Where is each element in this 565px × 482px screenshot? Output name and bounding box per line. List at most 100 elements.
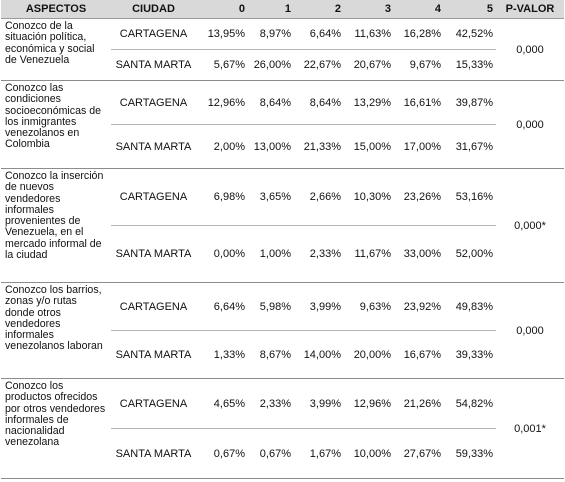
value-cell: 12,96% [344, 378, 394, 429]
value-cell: 3,99% [294, 378, 344, 429]
value-cell: 21,33% [294, 124, 344, 169]
value-cell: 5,67% [196, 49, 248, 81]
pvalue-cell: 0,000 [496, 282, 564, 379]
value-cell: 0,67% [196, 428, 248, 479]
header-0: 0 [196, 0, 248, 19]
table-row: SANTA MARTA 0,67% 0,67% 1,67% 10,00% 27,… [1, 428, 564, 479]
value-cell: 0,00% [196, 225, 248, 283]
value-cell: 8,64% [248, 80, 294, 125]
value-cell: 33,00% [394, 225, 444, 283]
city-cell: SANTA MARTA [111, 428, 196, 479]
pvalue-cell: 0,000* [496, 168, 564, 283]
value-cell: 16,67% [394, 330, 444, 379]
city-cell: CARTAGENA [111, 378, 196, 429]
value-cell: 0,67% [248, 428, 294, 479]
value-cell: 3,65% [248, 168, 294, 226]
city-cell: CARTAGENA [111, 282, 196, 331]
value-cell: 2,00% [196, 124, 248, 169]
value-cell: 13,00% [248, 124, 294, 169]
header-row: ASPECTOS CIUDAD 0 1 2 3 4 5 P-VALOR [1, 0, 564, 19]
value-cell: 1,67% [294, 428, 344, 479]
value-cell: 53,16% [444, 168, 496, 226]
value-cell: 13,95% [196, 18, 248, 50]
table-row: SANTA MARTA 2,00% 13,00% 21,33% 15,00% 1… [1, 124, 564, 169]
value-cell: 20,00% [344, 330, 394, 379]
pvalue-cell: 0,001* [496, 378, 564, 479]
value-cell: 16,28% [394, 18, 444, 50]
value-cell: 39,33% [444, 330, 496, 379]
value-cell: 11,67% [344, 225, 394, 283]
city-cell: SANTA MARTA [111, 49, 196, 81]
value-cell: 17,00% [394, 124, 444, 169]
header-ciudad: CIUDAD [111, 0, 196, 19]
value-cell: 13,29% [344, 80, 394, 125]
value-cell: 6,64% [196, 282, 248, 331]
value-cell: 49,83% [444, 282, 496, 331]
value-cell: 15,33% [444, 49, 496, 81]
value-cell: 6,64% [294, 18, 344, 50]
header-p-valor: P-VALOR [496, 0, 564, 19]
value-cell: 4,65% [196, 378, 248, 429]
city-cell: CARTAGENA [111, 18, 196, 50]
value-cell: 14,00% [294, 330, 344, 379]
pvalue-cell: 0,000 [496, 18, 564, 81]
value-cell: 9,67% [394, 49, 444, 81]
header-5: 5 [444, 0, 496, 19]
table-row: Conozco los barrios, zonas y/o rutas don… [1, 282, 564, 379]
value-cell: 59,33% [444, 428, 496, 479]
value-cell: 8,67% [248, 330, 294, 379]
value-cell: 10,00% [344, 428, 394, 479]
aspect-cell: Conozco la inserción de nuevos vendedore… [1, 168, 111, 283]
value-cell: 2,66% [294, 168, 344, 226]
header-2: 2 [294, 0, 344, 19]
aspect-cell: Conozco los barrios, zonas y/o rutas don… [1, 282, 111, 379]
value-cell: 2,33% [248, 378, 294, 429]
value-cell: 10,30% [344, 168, 394, 226]
header-3: 3 [344, 0, 394, 19]
header-1: 1 [248, 0, 294, 19]
value-cell: 8,97% [248, 18, 294, 50]
table-row: Conozco los productos ofrecidos por otro… [1, 378, 564, 479]
city-cell: SANTA MARTA [111, 225, 196, 283]
aspect-cell: Conozco los productos ofrecidos por otro… [1, 378, 111, 479]
value-cell: 9,63% [344, 282, 394, 331]
value-cell: 11,63% [344, 18, 394, 50]
table-row: SANTA MARTA 0,00% 1,00% 2,33% 11,67% 33,… [1, 225, 564, 283]
value-cell: 1,33% [196, 330, 248, 379]
city-cell: SANTA MARTA [111, 124, 196, 169]
header-4: 4 [394, 0, 444, 19]
value-cell: 3,99% [294, 282, 344, 331]
table-row: Conozco la inserción de nuevos vendedore… [1, 168, 564, 283]
header-aspectos: ASPECTOS [1, 0, 111, 19]
value-cell: 6,98% [196, 168, 248, 226]
value-cell: 23,26% [394, 168, 444, 226]
value-cell: 2,33% [294, 225, 344, 283]
value-cell: 39,87% [444, 80, 496, 125]
table-row: Conozco las condiciones socioeconómicas … [1, 80, 564, 169]
value-cell: 31,67% [444, 124, 496, 169]
value-cell: 21,26% [394, 378, 444, 429]
value-cell: 12,96% [196, 80, 248, 125]
pvalue-cell: 0,000 [496, 80, 564, 169]
value-cell: 42,52% [444, 18, 496, 50]
value-cell: 5,98% [248, 282, 294, 331]
value-cell: 20,67% [344, 49, 394, 81]
value-cell: 52,00% [444, 225, 496, 283]
city-cell: SANTA MARTA [111, 330, 196, 379]
aspect-cell: Conozco de la situación política, económ… [1, 18, 111, 81]
value-cell: 16,61% [394, 80, 444, 125]
value-cell: 26,00% [248, 49, 294, 81]
table-row: SANTA MARTA 5,67% 26,00% 22,67% 20,67% 9… [1, 49, 564, 81]
value-cell: 8,64% [294, 80, 344, 125]
table-row: Conozco de la situación política, económ… [1, 18, 564, 81]
aspect-cell: Conozco las condiciones socioeconómicas … [1, 80, 111, 169]
value-cell: 54,82% [444, 378, 496, 429]
city-cell: CARTAGENA [111, 168, 196, 226]
value-cell: 23,92% [394, 282, 444, 331]
value-cell: 1,00% [248, 225, 294, 283]
value-cell: 22,67% [294, 49, 344, 81]
value-cell: 27,67% [394, 428, 444, 479]
table-row: SANTA MARTA 1,33% 8,67% 14,00% 20,00% 16… [1, 330, 564, 379]
value-cell: 15,00% [344, 124, 394, 169]
